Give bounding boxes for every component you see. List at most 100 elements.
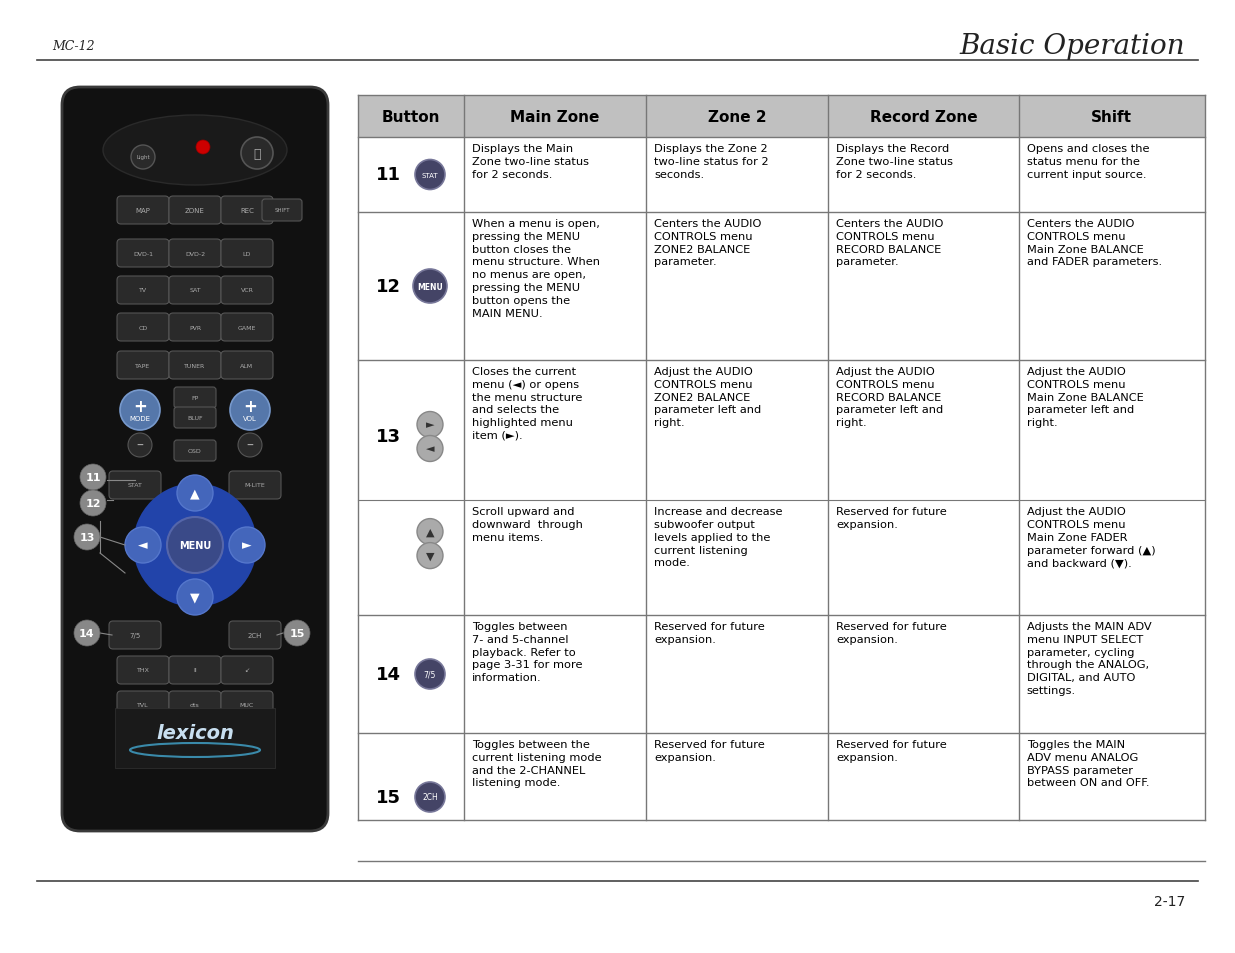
Text: ▲: ▲	[190, 487, 200, 500]
Ellipse shape	[103, 116, 287, 186]
Text: Light: Light	[136, 155, 149, 160]
Text: ▼: ▼	[190, 591, 200, 604]
Text: Adjust the AUDIO
CONTROLS menu
ZONE2 BALANCE
parameter left and
right.: Adjust the AUDIO CONTROLS menu ZONE2 BAL…	[655, 367, 761, 428]
Circle shape	[284, 620, 310, 646]
Text: MENU: MENU	[179, 540, 211, 551]
Circle shape	[167, 517, 224, 574]
Text: ◄: ◄	[426, 444, 435, 454]
Circle shape	[80, 491, 106, 517]
Text: TV: TV	[138, 288, 147, 294]
Circle shape	[74, 620, 100, 646]
Text: MAP: MAP	[136, 208, 151, 213]
Circle shape	[120, 391, 161, 431]
Text: Shift: Shift	[1092, 110, 1132, 125]
Text: BLUF: BLUF	[188, 416, 203, 421]
Text: 2CH: 2CH	[248, 633, 262, 639]
FancyBboxPatch shape	[262, 200, 303, 222]
Text: Displays the Main
Zone two-line status
for 2 seconds.: Displays the Main Zone two-line status f…	[472, 144, 589, 179]
Text: MUC: MUC	[240, 702, 254, 708]
Circle shape	[131, 146, 156, 170]
Text: Main Zone: Main Zone	[510, 110, 600, 125]
Text: Button: Button	[382, 110, 440, 125]
Text: 11: 11	[85, 473, 101, 482]
Circle shape	[177, 579, 212, 616]
Text: GAME: GAME	[238, 325, 256, 330]
Text: ZONE: ZONE	[185, 208, 205, 213]
Text: Reserved for future
expansion.: Reserved for future expansion.	[836, 740, 947, 762]
Text: Closes the current
menu (◄) or opens
the menu structure
and selects the
highligh: Closes the current menu (◄) or opens the…	[472, 367, 582, 440]
Text: Toggles between the
current listening mode
and the 2-CHANNEL
listening mode.: Toggles between the current listening mo…	[472, 740, 601, 787]
Text: 7/5: 7/5	[424, 670, 436, 679]
Text: Adjust the AUDIO
CONTROLS menu
Main Zone BALANCE
parameter left and
right.: Adjust the AUDIO CONTROLS menu Main Zone…	[1026, 367, 1144, 428]
Text: M-LITE: M-LITE	[245, 483, 266, 488]
FancyBboxPatch shape	[117, 691, 169, 720]
Circle shape	[196, 141, 210, 154]
Circle shape	[74, 524, 100, 551]
Text: ►: ►	[242, 539, 252, 552]
Circle shape	[133, 483, 257, 607]
Text: Adjust the AUDIO
CONTROLS menu
RECORD BALANCE
parameter left and
right.: Adjust the AUDIO CONTROLS menu RECORD BA…	[836, 367, 944, 428]
FancyBboxPatch shape	[169, 276, 221, 305]
Text: lexicon: lexicon	[156, 723, 233, 742]
Text: Basic Operation: Basic Operation	[960, 32, 1186, 59]
Circle shape	[415, 160, 445, 191]
Text: Zone 2: Zone 2	[708, 110, 767, 125]
Text: 12: 12	[85, 498, 101, 509]
Text: 15: 15	[289, 628, 305, 639]
FancyBboxPatch shape	[117, 196, 169, 225]
Text: dts: dts	[190, 702, 200, 708]
Text: 13: 13	[375, 428, 400, 446]
Circle shape	[80, 464, 106, 491]
Text: –: –	[137, 438, 143, 453]
Text: Toggles the MAIN
ADV menu ANALOG
BYPASS parameter
between ON and OFF.: Toggles the MAIN ADV menu ANALOG BYPASS …	[1026, 740, 1149, 787]
FancyBboxPatch shape	[169, 352, 221, 379]
Text: CD: CD	[138, 325, 148, 330]
Text: ⏻: ⏻	[253, 148, 261, 160]
Circle shape	[415, 659, 445, 689]
Text: Toggles between
7- and 5-channel
playback. Refer to
page 3-31 for more
informati: Toggles between 7- and 5-channel playbac…	[472, 621, 583, 682]
Circle shape	[417, 519, 443, 545]
FancyBboxPatch shape	[62, 88, 329, 831]
Circle shape	[417, 412, 443, 438]
Text: REC: REC	[240, 208, 254, 213]
Text: ◄: ◄	[138, 539, 148, 552]
Text: Reserved for future
expansion.: Reserved for future expansion.	[655, 621, 764, 644]
FancyBboxPatch shape	[117, 276, 169, 305]
FancyBboxPatch shape	[117, 240, 169, 268]
Text: +: +	[133, 397, 147, 416]
Bar	[115, 708, 275, 768]
Text: 13: 13	[79, 533, 95, 542]
FancyBboxPatch shape	[221, 691, 273, 720]
FancyBboxPatch shape	[117, 352, 169, 379]
Text: 7/5: 7/5	[130, 633, 141, 639]
Text: MC-12: MC-12	[52, 39, 95, 52]
Text: ▼: ▼	[426, 551, 435, 561]
FancyBboxPatch shape	[169, 196, 221, 225]
Text: DVD-2: DVD-2	[185, 252, 205, 256]
Circle shape	[177, 476, 212, 512]
FancyBboxPatch shape	[117, 314, 169, 341]
Circle shape	[412, 270, 447, 304]
Text: LD: LD	[243, 252, 251, 256]
Circle shape	[230, 391, 270, 431]
Text: 11: 11	[375, 167, 400, 184]
FancyBboxPatch shape	[221, 240, 273, 268]
FancyBboxPatch shape	[169, 240, 221, 268]
Circle shape	[417, 543, 443, 569]
Text: +: +	[243, 397, 257, 416]
Text: VOL: VOL	[243, 416, 257, 421]
Bar	[358, 96, 1205, 138]
Text: TVL: TVL	[137, 702, 148, 708]
FancyBboxPatch shape	[221, 657, 273, 684]
Text: STAT: STAT	[127, 483, 142, 488]
FancyBboxPatch shape	[221, 352, 273, 379]
FancyBboxPatch shape	[169, 691, 221, 720]
Text: STAT: STAT	[421, 172, 438, 178]
FancyBboxPatch shape	[174, 440, 216, 461]
FancyBboxPatch shape	[169, 657, 221, 684]
Text: Centers the AUDIO
CONTROLS menu
ZONE2 BALANCE
parameter.: Centers the AUDIO CONTROLS menu ZONE2 BA…	[655, 219, 761, 267]
FancyBboxPatch shape	[174, 388, 216, 409]
Text: II: II	[193, 668, 196, 673]
Text: Adjust the AUDIO
CONTROLS menu
Main Zone FADER
parameter forward (▲)
and backwar: Adjust the AUDIO CONTROLS menu Main Zone…	[1026, 507, 1155, 568]
Circle shape	[128, 434, 152, 457]
